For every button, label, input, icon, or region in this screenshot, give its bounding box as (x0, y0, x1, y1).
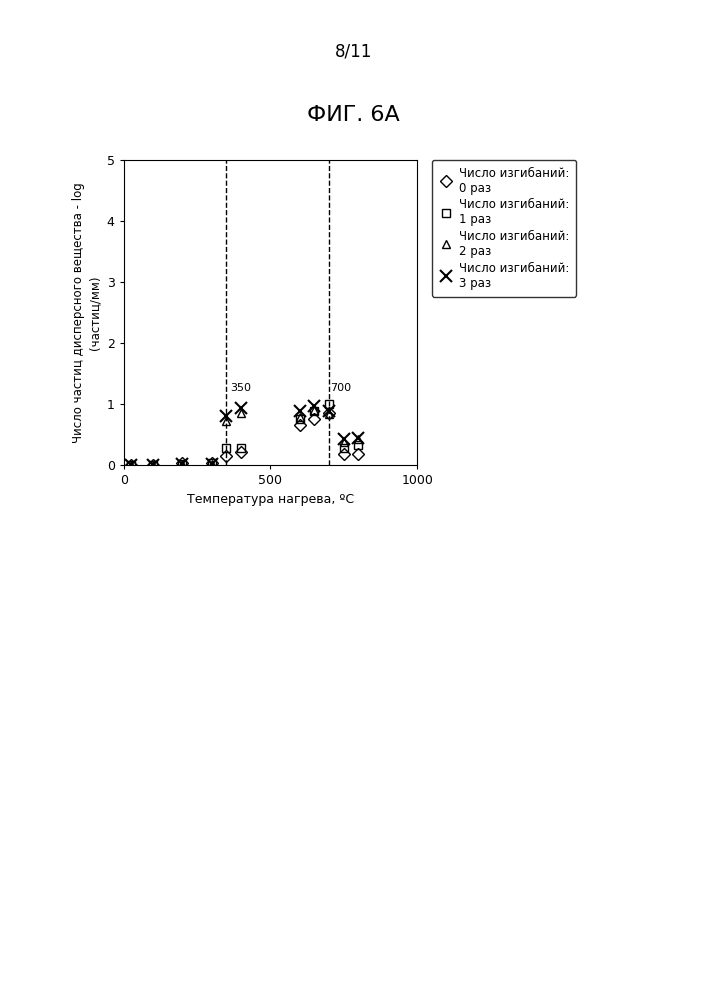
Y-axis label: Число частиц дисперсного вещества - log
(частиц/мм): Число частиц дисперсного вещества - log … (72, 182, 101, 443)
Text: 700: 700 (331, 383, 351, 393)
Text: 350: 350 (230, 383, 251, 393)
Text: ФИГ. 6А: ФИГ. 6А (307, 105, 400, 125)
X-axis label: Температура нагрева, ºC: Температура нагрева, ºC (187, 493, 354, 506)
Text: 8/11: 8/11 (335, 42, 372, 60)
Legend: Число изгибаний:
0 раз, Число изгибаний:
1 раз, Число изгибаний:
2 раз, Число из: Число изгибаний: 0 раз, Число изгибаний:… (432, 160, 576, 297)
